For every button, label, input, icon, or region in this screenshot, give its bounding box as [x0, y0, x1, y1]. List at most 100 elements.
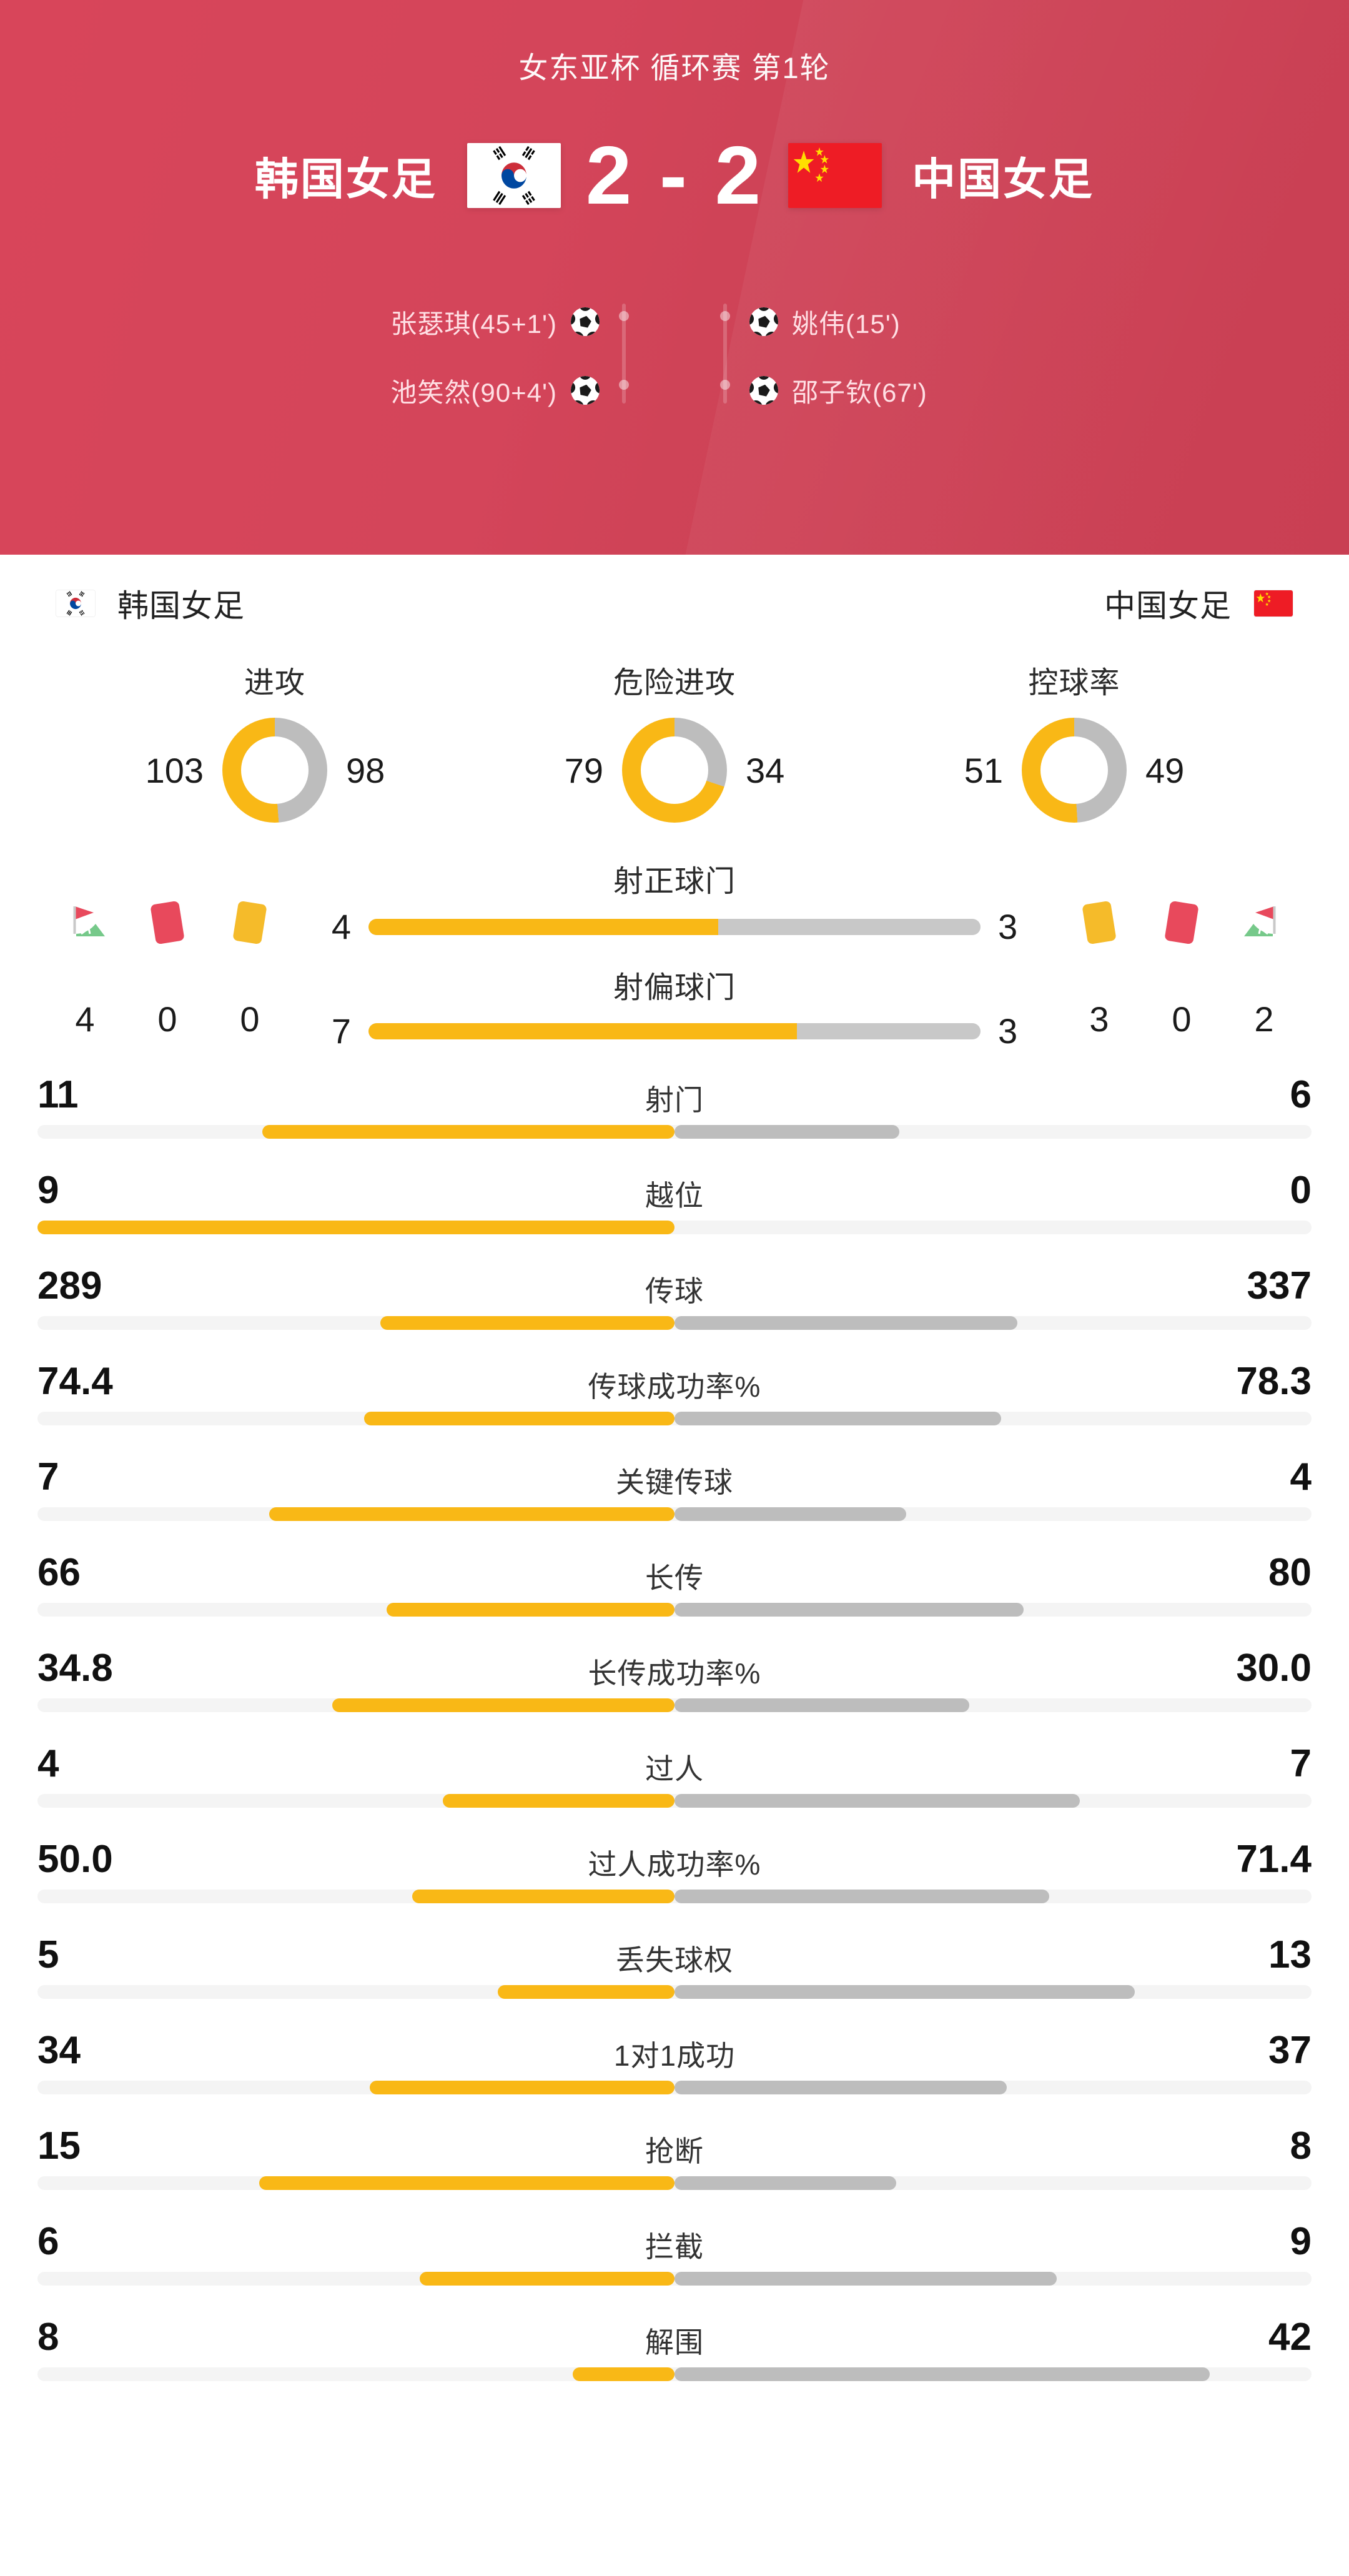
stat-away-bar [674, 2367, 1210, 2381]
donut-chart-group: 进攻 103 98 危险进攻 79 34 [0, 651, 1349, 858]
away-yellow-card-stat: 3 [1058, 894, 1140, 1039]
shots-off-target-away: 3 [998, 1011, 1018, 1051]
stat-row: 7 关键传球 4 [0, 1446, 1349, 1542]
stat-row-top: 15 抢断 8 [0, 2115, 1349, 2172]
stat-row: 5 丢失球权 13 [0, 1924, 1349, 2019]
stat-label: 抢断 [645, 2135, 704, 2167]
stat-home-value: 34 [37, 2029, 81, 2072]
stat-row: 66 长传 80 [0, 1542, 1349, 1637]
donut-row: 103 98 [116, 718, 433, 823]
stat-row-top: 5 丢失球权 13 [0, 1924, 1349, 1981]
home-team-name: 韩国女足 [254, 154, 437, 204]
stat-row: 9 越位 0 [0, 1159, 1349, 1255]
corner-flag-icon [1242, 894, 1287, 951]
stat-bar-track [37, 1221, 1312, 1234]
stat-away-value: 4 [1290, 1455, 1312, 1499]
donut-attacks: 进攻 103 98 [75, 658, 475, 823]
stat-away-bar [674, 1507, 906, 1521]
stat-away-value: 80 [1268, 1551, 1312, 1594]
stat-row-top: 7 关键传球 4 [0, 1446, 1349, 1503]
china-flag-icon [788, 143, 882, 208]
shots-on-target-home: 4 [331, 907, 351, 946]
shots-on-target-home-fill [368, 918, 718, 935]
stat-home-bar [37, 1221, 674, 1234]
donut-ring [1022, 718, 1127, 823]
stat-row-top: 4 过人 7 [0, 1733, 1349, 1790]
stat-home-value: 9 [37, 1169, 59, 1212]
yellow-card-icon [232, 894, 267, 951]
stat-bar-track [37, 1507, 1312, 1521]
stat-home-bar [364, 1412, 674, 1425]
stat-row-top: 66 长传 80 [0, 1542, 1349, 1599]
home-goal-list: 张瑟琪(45+1') 池笑然(90+4') [237, 287, 674, 425]
score-display: 2 - 2 [561, 134, 788, 217]
match-header: 女东亚杯 循环赛 第1轮 韩国女足 [0, 0, 1349, 555]
stat-home-bar [420, 2272, 674, 2286]
donut-dangerous-attacks: 危险进攻 79 34 [475, 658, 874, 823]
home-red-card-stat: 0 [126, 894, 209, 1039]
stat-row: 289 传球 337 [0, 1255, 1349, 1350]
stat-bar-track [37, 2081, 1312, 2094]
stat-row: 50.0 过人成功率% 71.4 [0, 1828, 1349, 1924]
stat-label: 传球 [645, 1275, 704, 1307]
stat-bar-track [37, 1316, 1312, 1330]
stat-bar-inner [37, 1507, 1312, 1521]
away-team-name: 中国女足 [912, 154, 1095, 204]
stat-away-value: 8 [1290, 2124, 1312, 2167]
stat-row: 34.8 长传成功率% 30.0 [0, 1637, 1349, 1733]
football-icon [571, 376, 600, 405]
stat-row: 34 1对1成功 37 [0, 2019, 1349, 2115]
stat-home-bar [386, 1603, 674, 1617]
stat-home-value: 6 [37, 2220, 59, 2263]
stat-home-bar [259, 2176, 674, 2190]
donut-away-value: 34 [746, 750, 785, 790]
stat-home-bar [380, 1316, 674, 1330]
stat-label: 拦截 [645, 2231, 704, 2263]
stat-home-value: 74.4 [37, 1360, 113, 1403]
stat-bar-track [37, 1125, 1312, 1139]
football-icon [749, 376, 778, 405]
stat-away-value: 30.0 [1236, 1647, 1312, 1690]
stat-home-value: 289 [37, 1264, 102, 1307]
donut-hole [641, 736, 708, 804]
stat-bar-inner [37, 2367, 1312, 2381]
stat-away-bar [674, 1794, 1080, 1808]
stat-away-value: 7 [1290, 1742, 1312, 1785]
stat-rows: 11 射门 6 9 越位 0 289 传球 337 74.4 传球成功率% 78.3 7 关键传球 4 66 长… [0, 1064, 1349, 2427]
stat-home-value: 50.0 [37, 1838, 113, 1881]
legend-home-team-label: 韩国女足 [117, 588, 245, 623]
donut-home-value: 79 [564, 750, 603, 790]
stat-bar-track [37, 2367, 1312, 2381]
stat-away-value: 6 [1290, 1073, 1312, 1116]
stat-label: 1对1成功 [613, 2039, 736, 2072]
donut-row: 51 49 [916, 718, 1233, 823]
stat-home-bar [497, 1985, 674, 1999]
stat-bar-inner [37, 1221, 1312, 1234]
shots-on-target-bar [368, 918, 981, 935]
donut-home-value: 103 [145, 750, 204, 790]
score-separator: - [660, 129, 689, 221]
stat-row-top: 50.0 过人成功率% 71.4 [0, 1828, 1349, 1886]
donut-label: 控球率 [1028, 666, 1120, 700]
stat-away-bar [674, 1985, 1135, 1999]
stat-away-value: 78.3 [1236, 1360, 1312, 1403]
stat-label: 解围 [645, 2326, 704, 2359]
donut-home-value: 51 [964, 750, 1003, 790]
stat-row-top: 9 越位 0 [0, 1159, 1349, 1217]
home-goal-rail [622, 304, 626, 404]
goal-scorers: 张瑟琪(45+1') 池笑然(90+4') 姚伟(15') [0, 287, 1349, 425]
home-corner-stat: 4 [44, 894, 126, 1039]
stat-away-bar [674, 2272, 1057, 2286]
donut-away-value: 98 [346, 750, 385, 790]
away-score: 2 [714, 129, 764, 221]
stat-away-value: 13 [1268, 1933, 1312, 1976]
donut-ring [622, 718, 727, 823]
stat-row: 74.4 传球成功率% 78.3 [0, 1350, 1349, 1446]
south-korea-flag-icon [56, 590, 95, 617]
stat-row-top: 289 传球 337 [0, 1255, 1349, 1312]
donut-away-value: 49 [1145, 750, 1185, 790]
home-yellow-card-value: 0 [240, 999, 260, 1039]
shots-on-target-away: 3 [998, 907, 1018, 946]
shots-off-target-bar [368, 1023, 981, 1039]
shots-on-target-row: 4 3 [0, 906, 1349, 947]
